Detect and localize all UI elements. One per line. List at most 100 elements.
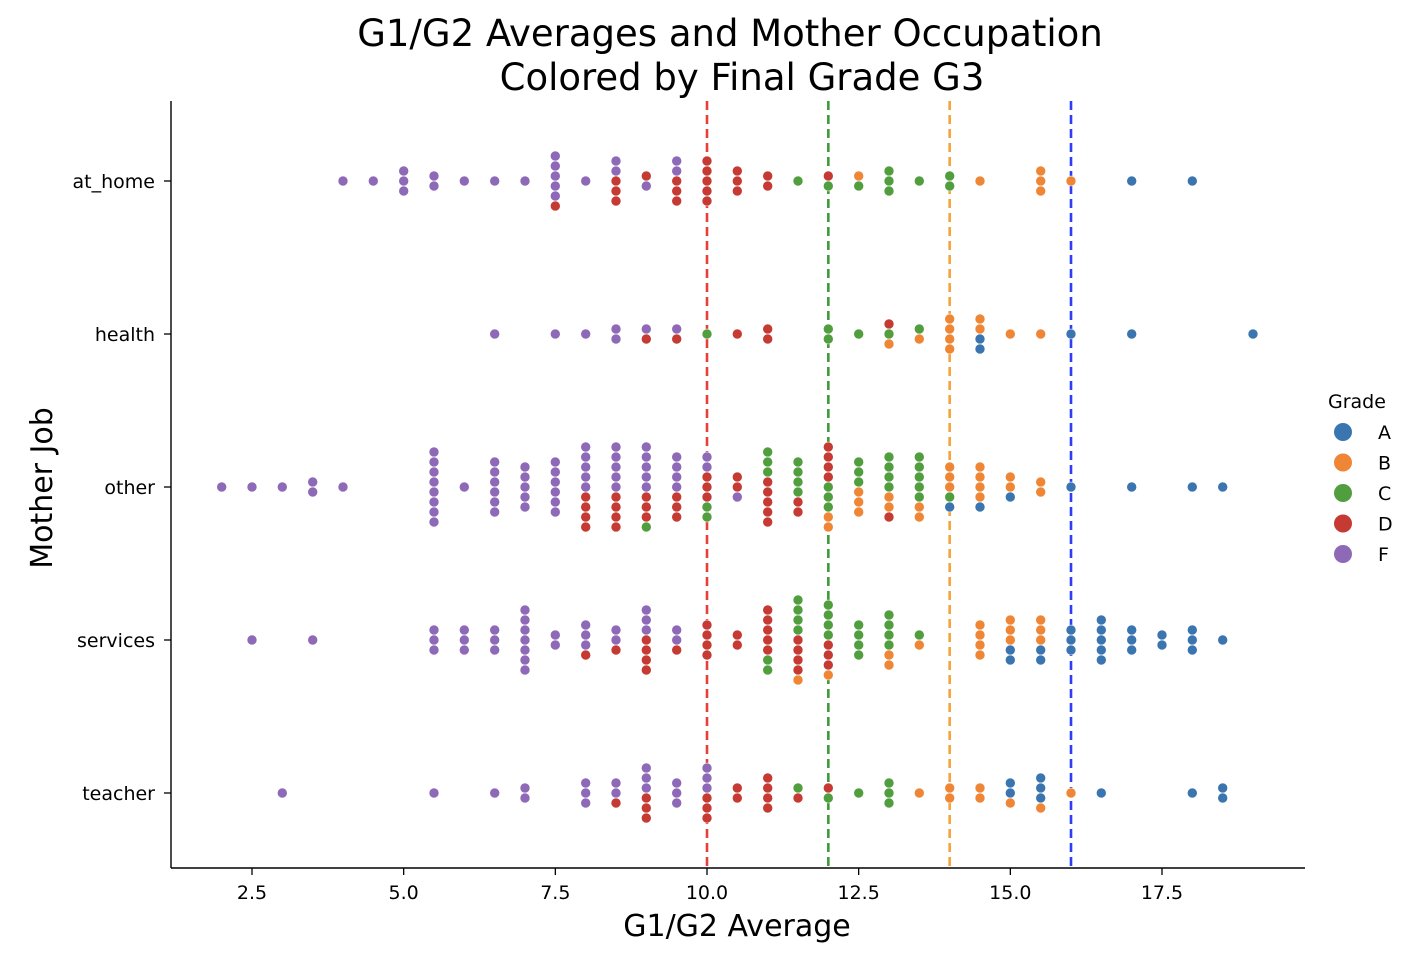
point-at_home-F [428,180,440,192]
point-health-A [1065,328,1077,340]
point-other-F [246,481,258,493]
point-at_home-F [337,175,349,187]
point-services-C [762,664,774,676]
point-teacher-A [1004,787,1016,799]
point-teacher-F [671,797,683,809]
point-other-F [489,496,501,508]
point-health-B [1035,328,1046,340]
point-other-C [913,461,925,473]
point-at_home-B [1035,175,1046,187]
x-axis-label: G1/G2 Average [623,909,851,944]
point-services-B [974,619,986,631]
point-other-D [701,491,713,503]
point-services-D [762,604,774,616]
point-other-F [671,481,683,493]
point-other-C [640,521,652,533]
point-other-F [701,461,713,473]
point-services-D [762,624,774,636]
point-other-F [640,441,652,453]
point-other-F [580,441,592,453]
point-other-B [974,481,986,493]
point-other-C [762,456,774,468]
point-health-D [671,333,683,345]
point-at_home-C [944,170,956,182]
point-services-A [1187,644,1198,656]
point-teacher-F [640,762,652,774]
point-teacher-D [701,792,713,804]
point-other-F [519,471,531,483]
point-at_home-D [701,165,713,177]
point-other-C [853,456,865,468]
point-other-F [428,486,440,498]
point-at_home-B [974,175,986,187]
point-services-C [883,619,895,631]
point-services-D [762,634,774,646]
point-other-C [883,471,895,483]
point-services-D [822,659,834,671]
point-services-C [822,629,834,641]
point-other-C [883,461,895,473]
point-teacher-D [640,792,652,804]
point-services-D [762,644,774,656]
point-other-F [580,481,592,493]
point-teacher-F [580,797,592,809]
point-teacher-A [1035,792,1046,804]
point-other-D [822,441,834,453]
x-tick-label: 5.0 [389,882,419,904]
point-services-F [489,624,501,636]
point-at_home-C [944,180,956,192]
point-teacher-B [1004,797,1016,809]
point-teacher-D [701,812,713,824]
point-other-C [822,501,834,513]
legend-marker-D [1334,514,1352,533]
point-other-F [428,496,440,508]
point-services-D [640,664,652,676]
point-at_home-C [792,175,804,187]
point-other-B [1035,476,1046,488]
point-health-F [580,328,592,340]
point-other-B [1035,486,1046,498]
point-at_home-A [1187,175,1198,187]
point-other-D [883,511,895,523]
point-other-D [701,481,713,493]
point-at_home-D [610,175,622,187]
point-teacher-F [701,762,713,774]
point-at_home-F [640,180,652,192]
point-teacher-A [1217,792,1228,804]
point-services-A [1217,634,1228,646]
point-services-A [1065,624,1077,636]
legend-label-A: A [1378,422,1391,444]
point-teacher-A [1217,782,1228,794]
point-services-F [610,624,622,636]
point-other-B [853,496,865,508]
y-tick-label: teacher [82,783,155,805]
point-services-B [974,649,986,661]
point-services-C [853,639,865,651]
point-services-A [1096,654,1107,666]
point-services-B [913,639,925,651]
point-at_home-C [853,180,865,192]
point-at_home-F [367,175,379,187]
point-other-F [580,471,592,483]
point-other-A [974,501,986,513]
point-at_home-F [671,155,683,167]
point-services-F [519,624,531,636]
point-health-A [1126,328,1137,340]
point-services-F [610,634,622,646]
y-tick-label: other [104,477,155,499]
point-services-D [701,649,713,661]
y-tick-label: at_home [73,171,155,193]
point-services-A [1065,634,1077,646]
point-teacher-F [610,787,622,799]
x-tick-label: 15.0 [989,882,1031,904]
point-services-D [580,649,592,661]
point-other-B [883,501,895,513]
point-other-D [671,501,683,513]
point-other-F [549,466,561,478]
point-health-B [944,313,956,325]
point-services-D [610,644,622,656]
point-other-D [671,491,683,503]
point-teacher-D [762,792,774,804]
point-other-D [671,511,683,523]
